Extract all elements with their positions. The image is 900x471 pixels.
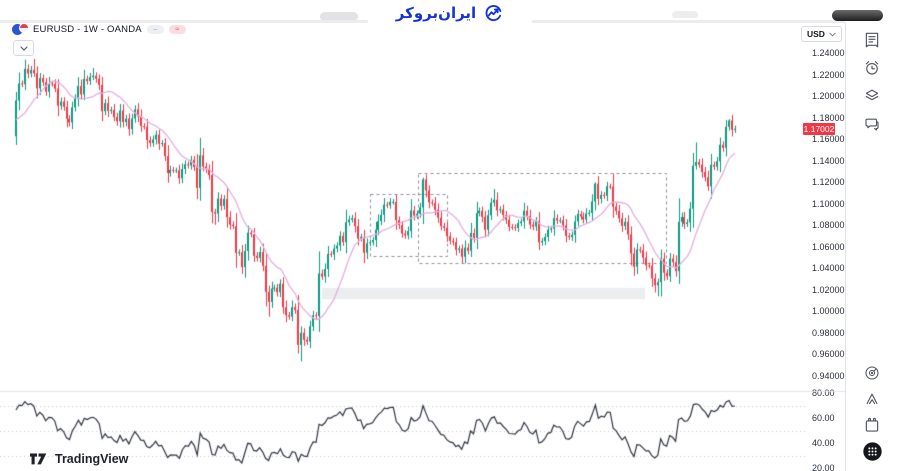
- alerts-clock-icon: [865, 61, 879, 75]
- tradingview-logo-text: TradingView: [55, 452, 129, 466]
- watchlist-button[interactable]: [861, 29, 883, 51]
- chat-icon: [865, 118, 879, 131]
- toolbar-divider: [845, 22, 846, 471]
- layers-icon: [865, 89, 879, 101]
- tradingview-mark-icon: [30, 452, 47, 464]
- gauge-icon: [865, 366, 879, 380]
- tradingview-logo[interactable]: TradingView: [30, 452, 128, 466]
- calendar-icon: [865, 417, 879, 432]
- scanner-button[interactable]: [861, 362, 883, 384]
- alerts-button[interactable]: [861, 57, 883, 79]
- object-tree-button[interactable]: [861, 84, 883, 106]
- apps-grid-icon: [862, 441, 882, 461]
- calendar-button[interactable]: [861, 414, 883, 436]
- chat-button[interactable]: [861, 113, 883, 135]
- apps-menu-button[interactable]: [861, 440, 883, 462]
- ideas-button[interactable]: [861, 388, 883, 410]
- ideas-mountain-icon: [866, 393, 878, 405]
- watchlist-icon: [865, 32, 879, 48]
